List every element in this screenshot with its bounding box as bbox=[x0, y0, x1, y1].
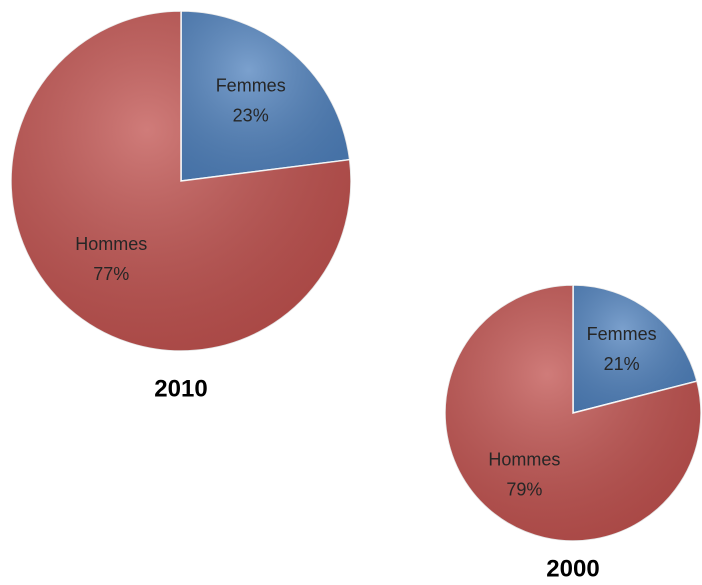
slice-shade bbox=[573, 285, 697, 413]
slice-label: Femmes bbox=[216, 76, 286, 96]
slice-shade bbox=[181, 11, 350, 181]
slice-value-label: 21% bbox=[604, 354, 640, 374]
slice-value-label: 77% bbox=[93, 264, 129, 284]
slice-value-label: 23% bbox=[233, 106, 269, 126]
slice-shade bbox=[444, 285, 701, 541]
slice-label: Femmes bbox=[587, 324, 657, 344]
slice-shade bbox=[10, 11, 351, 351]
slice-value-label: 79% bbox=[506, 479, 542, 499]
chart-title: 2000 bbox=[546, 555, 599, 582]
slice-label: Hommes bbox=[488, 449, 560, 469]
chart-title: 2010 bbox=[154, 375, 207, 402]
slice-label: Hommes bbox=[75, 234, 147, 254]
